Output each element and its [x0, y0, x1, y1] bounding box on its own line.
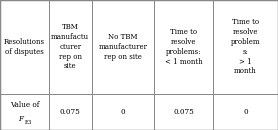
Text: 0: 0 — [121, 108, 125, 116]
Bar — [49, 0, 92, 94]
Text: TBM
manufactu
cturer
rep on
site: TBM manufactu cturer rep on site — [51, 23, 89, 70]
Text: 0.075: 0.075 — [60, 108, 81, 116]
Bar — [154, 0, 213, 94]
Text: Value of: Value of — [10, 101, 39, 109]
Bar — [92, 0, 154, 94]
Text: 0.075: 0.075 — [173, 108, 194, 116]
Bar — [0, 0, 49, 94]
Bar — [213, 0, 278, 94]
Text: Time to
resolve
problem
s:
> 1
month: Time to resolve problem s: > 1 month — [230, 18, 260, 75]
Bar — [49, 94, 92, 130]
Bar — [0, 94, 49, 130]
Text: F: F — [18, 115, 23, 123]
Bar — [92, 94, 154, 130]
Text: Resolutions
of disputes: Resolutions of disputes — [4, 38, 45, 56]
Text: 0: 0 — [243, 108, 248, 116]
Bar — [213, 94, 278, 130]
Text: No TBM
manufacturer
rep on site: No TBM manufacturer rep on site — [98, 33, 148, 61]
Text: E3: E3 — [24, 120, 32, 125]
Text: Time to
resolve
problems:
< 1 month: Time to resolve problems: < 1 month — [165, 28, 202, 66]
Bar — [154, 94, 213, 130]
